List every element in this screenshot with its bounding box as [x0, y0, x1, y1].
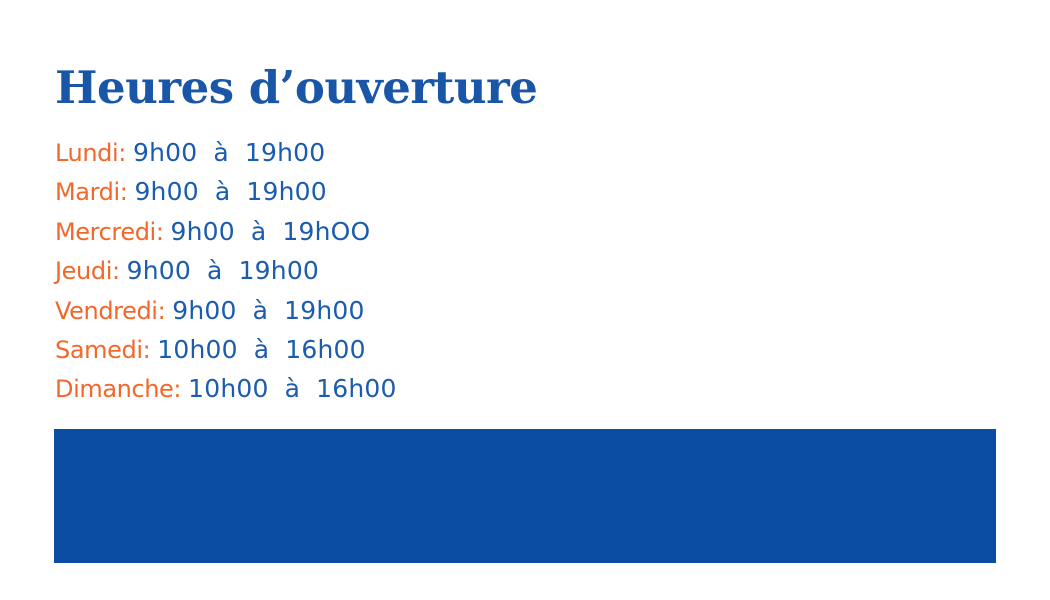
open-time: 10h00	[157, 334, 238, 364]
blue-content-block	[54, 429, 996, 563]
time-separator: à	[214, 177, 231, 207]
day-label: Mardi:	[55, 178, 128, 207]
time-separator: à	[252, 295, 269, 325]
close-time: 19h00	[284, 295, 365, 325]
close-time: 16h00	[285, 334, 366, 364]
open-time: 9h00	[134, 177, 199, 207]
day-label: Samedi:	[55, 335, 151, 364]
opening-hours-list: Lundi: 9h00 à 19h00 Mardi: 9h00 à 19h00 Mercre…	[55, 133, 655, 409]
day-label: Dimanche:	[55, 375, 182, 404]
list-item: Jeudi: 9h00 à 19h00	[55, 251, 655, 290]
page-title: Heures d’ouverture	[55, 61, 538, 114]
close-time: 19h00	[246, 177, 327, 207]
day-label: Vendredi:	[55, 296, 166, 325]
day-label: Mercredi:	[55, 217, 164, 246]
list-item: Mardi: 9h00 à 19h00	[55, 172, 655, 211]
open-time: 9h00	[172, 295, 237, 325]
close-time: 19hOO	[282, 216, 371, 246]
close-time: 19h00	[244, 138, 326, 167]
list-item: Vendredi: 9h00 à 19h00	[55, 291, 655, 330]
time-separator: à	[284, 374, 301, 404]
list-item: Samedi: 10h00 à 16h00	[55, 330, 655, 369]
close-time: 19h00	[238, 256, 320, 286]
list-item: Dimanche: 10h00 à 16h00	[55, 369, 655, 408]
time-separator: à	[207, 256, 223, 286]
day-label: Lundi:	[55, 139, 126, 167]
list-item: Mercredi: 9h00 à 19hOO	[55, 212, 655, 251]
list-item: Lundi: 9h00 à 19h00	[55, 133, 655, 172]
time-separator: à	[253, 334, 270, 364]
open-time: 9h00	[132, 138, 198, 167]
time-separator: à	[213, 138, 229, 167]
open-time: 9h00	[126, 256, 192, 286]
open-time: 9h00	[170, 216, 235, 246]
close-time: 16h00	[316, 374, 397, 404]
day-label: Jeudi:	[55, 257, 120, 286]
time-separator: à	[250, 216, 267, 246]
open-time: 10h00	[188, 374, 269, 404]
